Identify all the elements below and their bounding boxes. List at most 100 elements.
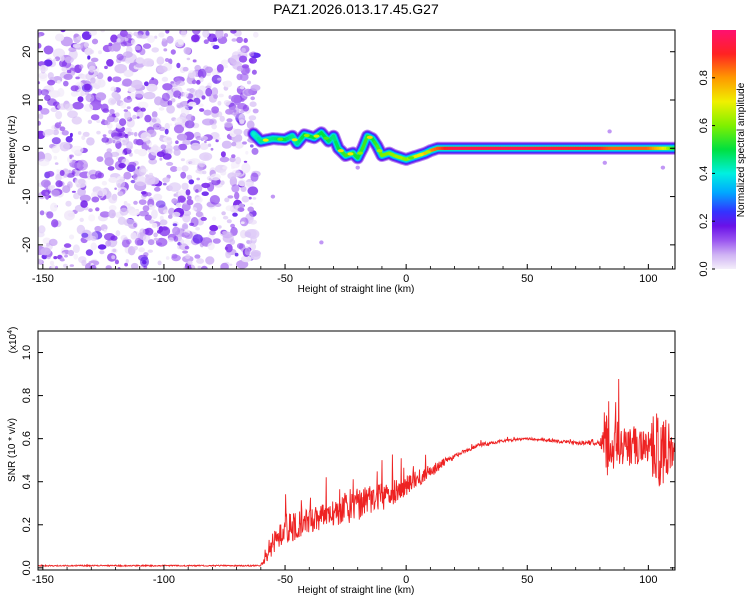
noise-blob <box>231 166 235 170</box>
noise-blob <box>130 179 136 184</box>
noise-blob <box>211 106 220 114</box>
noise-blob <box>140 107 146 112</box>
noise-blob <box>162 38 167 42</box>
noise-blob <box>245 150 249 155</box>
noise-blob <box>85 93 95 103</box>
noise-blob <box>40 247 52 256</box>
noise-blob <box>107 166 115 171</box>
ridge-peak <box>323 136 330 140</box>
noise-blob <box>59 141 70 152</box>
noise-blob <box>127 87 136 93</box>
noise-blob <box>209 230 216 236</box>
noise-blob <box>216 137 221 140</box>
y-tick-label: -10 <box>21 189 33 205</box>
noise-blob <box>202 30 210 38</box>
noise-blob <box>144 227 154 236</box>
noise-blob <box>229 54 241 66</box>
noise-blob <box>142 234 151 242</box>
noise-blob <box>237 179 247 187</box>
noise-blob <box>156 56 165 65</box>
noise-blob <box>96 156 104 163</box>
noise-blob <box>226 118 233 123</box>
noise-blob <box>167 100 173 106</box>
noise-blob <box>195 226 201 231</box>
noise-blob <box>239 119 245 125</box>
noise-blob <box>176 166 182 172</box>
noise-blob <box>244 247 251 256</box>
noise-blob <box>171 198 178 204</box>
noise-blob <box>124 110 132 121</box>
noise-blob <box>241 64 249 69</box>
noise-blob <box>236 243 244 249</box>
noise-blob <box>223 100 231 106</box>
noise-blob <box>170 166 178 172</box>
noise-blob <box>231 141 237 147</box>
y-tick-label: 0.2 <box>21 517 33 532</box>
noise-blob <box>122 79 132 87</box>
noise-blob <box>200 216 207 221</box>
noise-blob <box>130 39 136 45</box>
noise-blob <box>132 114 137 120</box>
noise-blob <box>151 209 158 220</box>
noise-blob <box>89 231 99 242</box>
noise-blob <box>49 260 55 266</box>
noise-blob <box>196 258 205 264</box>
noise-blob <box>45 192 49 196</box>
noise-blob <box>130 132 134 136</box>
noise-blob <box>104 157 114 167</box>
noise-blob <box>166 105 176 114</box>
noise-blob <box>188 266 192 269</box>
noise-blob <box>181 105 190 117</box>
noise-blob <box>130 262 139 269</box>
noise-blob <box>59 55 65 62</box>
noise-blob <box>108 195 118 204</box>
noise-blob <box>234 141 244 149</box>
noise-blob <box>222 166 228 170</box>
noise-blob <box>250 250 261 257</box>
noise-blob <box>185 189 191 196</box>
noise-blob <box>173 235 179 242</box>
noise-blob <box>176 62 181 69</box>
noise-blob <box>224 121 233 128</box>
noise-blob <box>246 120 255 130</box>
noise-blob <box>50 202 58 212</box>
noise-blob <box>249 58 254 64</box>
noise-blob <box>94 225 102 233</box>
noise-blob <box>54 265 59 269</box>
noise-blob <box>53 155 58 160</box>
noise-blob <box>119 207 129 216</box>
noise-blob <box>165 256 170 260</box>
noise-blob <box>46 211 54 219</box>
noise-blob <box>101 137 109 143</box>
noise-blob <box>79 194 91 202</box>
noise-blob <box>135 89 144 98</box>
noise-blob <box>40 89 49 96</box>
noise-blob <box>188 179 195 185</box>
noise-blob <box>246 239 251 244</box>
noise-blob <box>105 265 112 269</box>
noise-blob <box>216 64 224 73</box>
noise-blob <box>186 114 194 121</box>
noise-blob <box>660 165 666 170</box>
noise-blob <box>63 263 68 268</box>
noise-blob <box>234 191 240 200</box>
noise-blob <box>111 255 116 260</box>
x-tick-label: 100 <box>639 273 657 285</box>
noise-blob <box>100 30 105 33</box>
noise-blob <box>146 83 158 92</box>
noise-blob <box>118 132 122 137</box>
noise-blob <box>177 104 181 108</box>
noise-blob <box>111 91 119 99</box>
noise-blob <box>112 76 122 83</box>
noise-blob <box>319 240 324 245</box>
x-tick-label: 50 <box>521 574 533 586</box>
noise-blob <box>117 191 124 197</box>
noise-blob <box>108 177 118 183</box>
noise-blob <box>233 95 242 106</box>
noise-blob <box>59 59 67 68</box>
noise-blob <box>90 57 99 63</box>
colorbar-tick-label: 0.4 <box>698 166 710 181</box>
noise-blob <box>136 116 140 119</box>
noise-blob <box>244 231 252 238</box>
